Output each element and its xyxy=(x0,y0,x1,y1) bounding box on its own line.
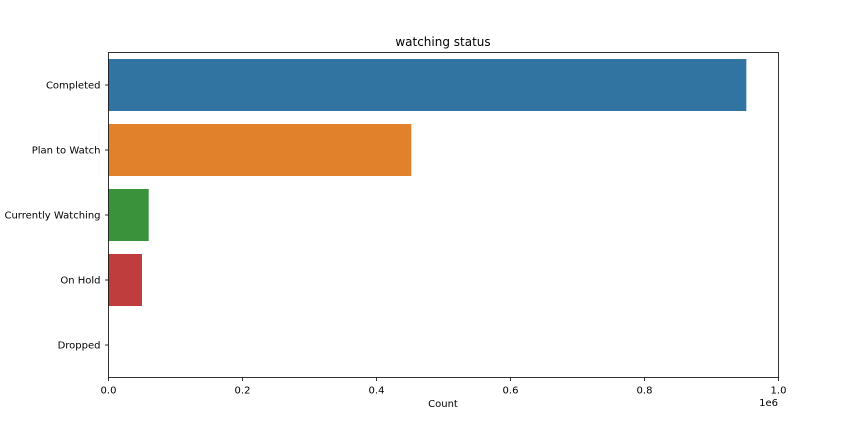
y-tick-label: On Hold xyxy=(60,276,100,287)
bar-completed xyxy=(108,59,747,111)
bar-plan-to-watch xyxy=(108,124,412,176)
x-axis: 0.0 0.2 0.4 0.6 0.8 1.0 xyxy=(101,377,787,397)
x-tick-label: 1.0 xyxy=(771,386,787,397)
y-axis: Completed Plan to Watch Currently Watching… xyxy=(4,81,109,352)
x-tick-label: 0.4 xyxy=(369,386,385,397)
y-tick-label: Currently Watching xyxy=(4,211,100,222)
y-tick-label: Completed xyxy=(46,81,101,92)
x-tick-label: 0.8 xyxy=(637,386,653,397)
x-tick-label: 0.0 xyxy=(101,386,117,397)
y-tick-label: Plan to Watch xyxy=(32,146,101,157)
y-tick-label: Dropped xyxy=(58,341,101,352)
plot-frame xyxy=(108,52,779,378)
bars-group xyxy=(108,59,747,306)
chart-title: watching status xyxy=(395,35,490,49)
x-offset-text: 1e6 xyxy=(759,398,778,409)
bar-on-hold xyxy=(108,254,142,306)
bar-currently-watching xyxy=(108,189,149,241)
x-tick-label: 0.2 xyxy=(235,386,251,397)
x-tick-label: 0.6 xyxy=(503,386,519,397)
x-axis-title: Count xyxy=(428,399,458,410)
